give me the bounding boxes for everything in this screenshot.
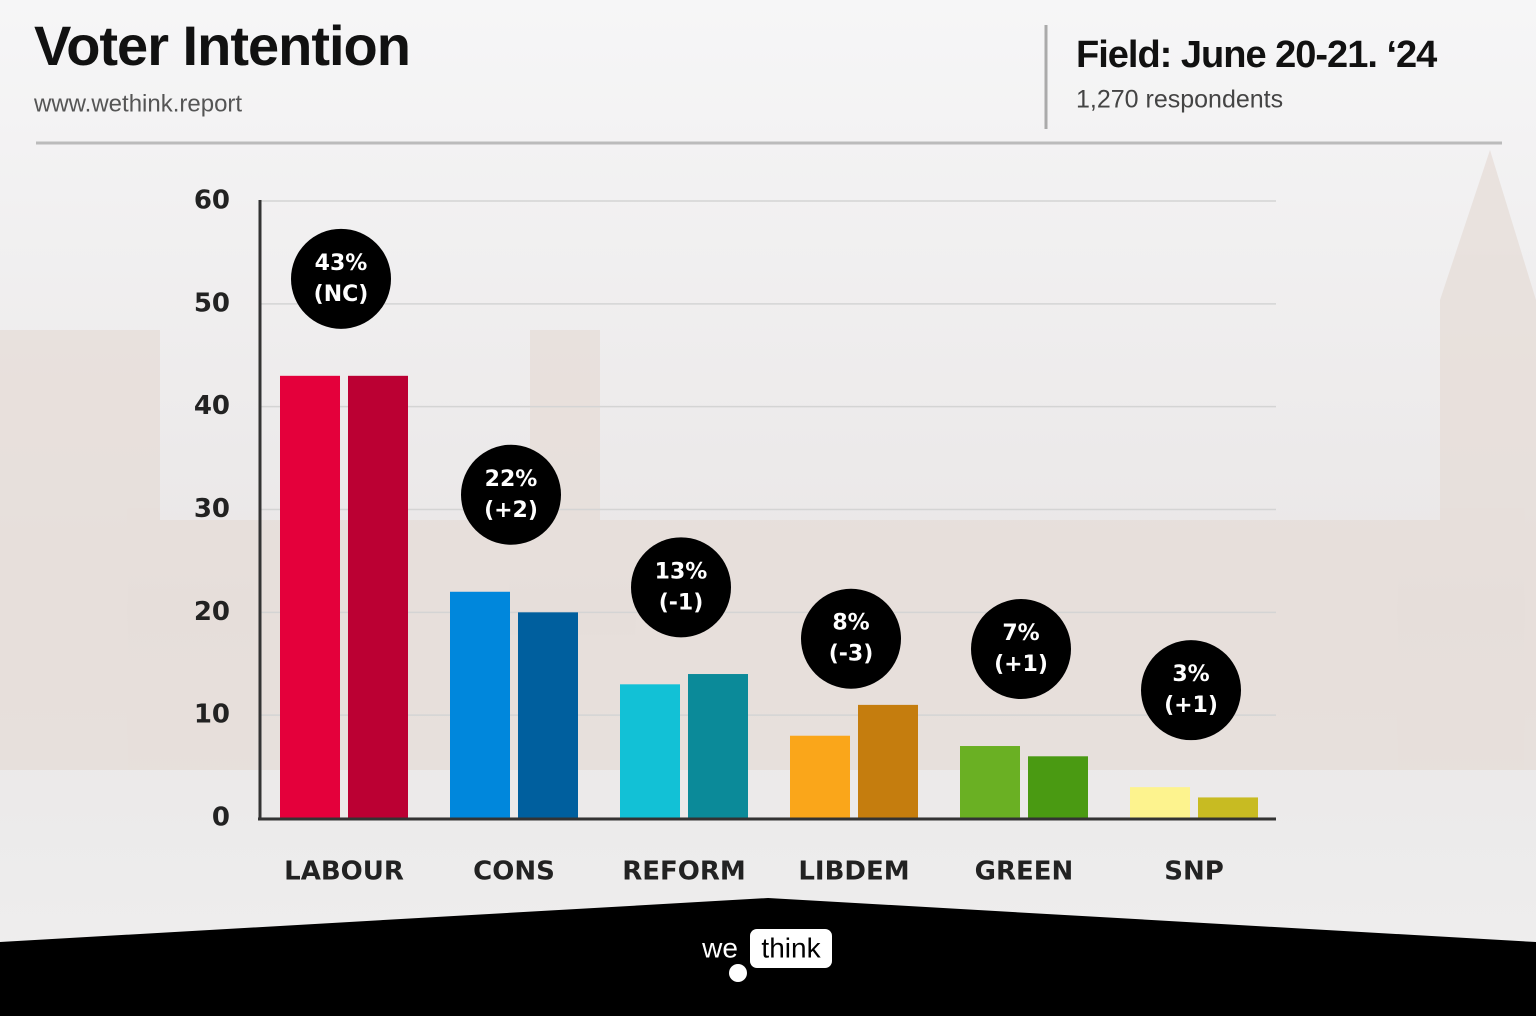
- bar: [960, 746, 1020, 818]
- change-label: (+2): [484, 498, 538, 523]
- logo-box: [750, 929, 832, 968]
- change-label: (+1): [994, 652, 1048, 677]
- bar: [450, 591, 510, 818]
- logo-dot: [729, 964, 747, 982]
- bar: [1130, 787, 1190, 818]
- x-tick-label: LABOUR: [284, 857, 404, 887]
- label-bubble: [461, 444, 561, 545]
- bar: [688, 674, 748, 818]
- y-tick-label: 0: [212, 803, 230, 833]
- bar: [620, 684, 680, 818]
- y-tick-label: 10: [194, 700, 230, 730]
- change-label: (-1): [659, 590, 704, 615]
- y-tick-label: 60: [194, 186, 230, 216]
- title: Voter Intention: [34, 14, 410, 77]
- bar: [1028, 756, 1088, 818]
- y-tick-label: 50: [194, 288, 230, 318]
- value-label: 8%: [832, 611, 869, 636]
- value-label: 13%: [655, 559, 708, 584]
- x-tick-label: REFORM: [622, 857, 746, 887]
- y-tick-label: 40: [194, 391, 230, 421]
- change-label: (NC): [314, 282, 369, 307]
- x-tick-label: GREEN: [975, 857, 1074, 887]
- label-bubble: [971, 599, 1071, 700]
- bar: [518, 612, 578, 818]
- y-tick-label: 30: [194, 494, 230, 524]
- bar: [790, 735, 850, 818]
- bar: [348, 375, 408, 818]
- bar: [858, 704, 918, 818]
- logo-think: think: [761, 932, 821, 963]
- label-bubble: [801, 588, 901, 689]
- plot: 0 10 20 30 40 50 60 LABOUR 43% (NC) CONS 22% (+2) REF…: [194, 186, 1276, 887]
- change-label: (+1): [1164, 693, 1218, 718]
- bar: [280, 375, 340, 818]
- label-bubble: [291, 228, 391, 329]
- value-label: 22%: [485, 467, 538, 492]
- x-tick-label: SNP: [1164, 857, 1224, 887]
- value-label: 43%: [315, 251, 368, 276]
- bar: [1198, 797, 1258, 818]
- change-label: (-3): [829, 642, 874, 667]
- x-tick-label: CONS: [473, 857, 555, 887]
- label-bubble: [1141, 640, 1241, 741]
- y-tick-label: 20: [194, 597, 230, 627]
- logo-we: we: [701, 932, 738, 963]
- x-tick-label: LIBDEM: [798, 857, 909, 887]
- field-dates: Field: June 20-21. ‘24: [1076, 34, 1437, 76]
- label-bubble: [631, 537, 731, 638]
- respondents: 1,270 respondents: [1076, 86, 1283, 114]
- subtitle: www.wethink.report: [33, 90, 242, 117]
- value-label: 7%: [1002, 621, 1039, 646]
- value-label: 3%: [1172, 662, 1209, 687]
